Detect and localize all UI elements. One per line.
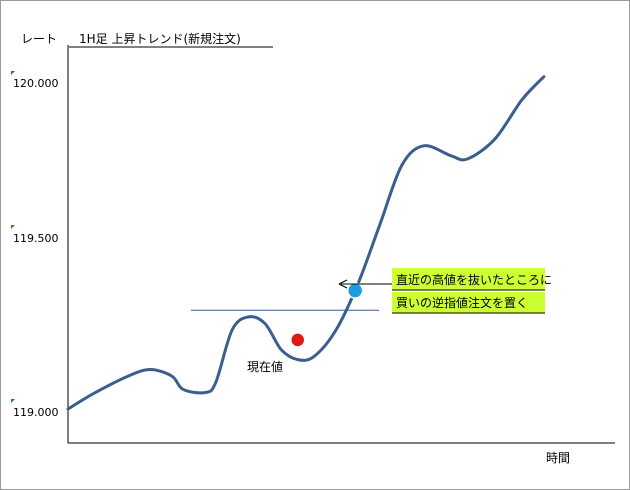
arrow-head-icon [338,279,348,289]
callout-text-1: 直近の高値を抜いたところに [396,272,552,287]
y-tick-label: 119.000 [13,406,59,419]
current-price-marker [289,332,306,348]
cell-marker-icon [11,399,15,403]
callout-box-2 [392,292,545,313]
cell-marker-icon [11,225,15,229]
series-line [66,75,546,411]
y-tick-label: 120.000 [13,77,59,90]
current-price-label: 現在値 [247,359,283,374]
callout-box-1 [392,268,545,290]
callout-text-2: 買いの逆指値注文を置く [396,295,528,310]
y-tick-label: 119.500 [13,232,59,245]
chart-title: 1H足 上昇トレンド(新規注文) [79,31,241,46]
x-axis-label: 時間 [546,451,570,465]
y-axis-label: レート [21,32,57,46]
entry-point-marker [346,282,364,299]
cell-marker-icon [11,71,15,75]
